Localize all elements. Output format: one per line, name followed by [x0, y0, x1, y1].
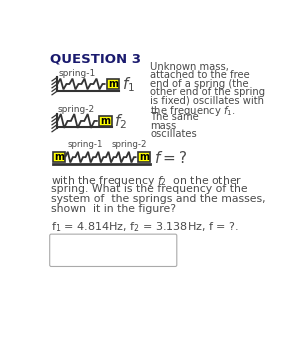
Text: QUESTION 3: QUESTION 3 [50, 52, 141, 66]
Text: is fixed) oscillates with: is fixed) oscillates with [150, 95, 265, 105]
Text: the frequency $f_1$.: the frequency $f_1$. [150, 104, 236, 118]
Text: m: m [139, 152, 149, 162]
Text: $f_1$: $f_1$ [122, 75, 135, 94]
Bar [99, 116, 112, 126]
Text: with the frequency $f_2$  on the other: with the frequency $f_2$ on the other [51, 174, 243, 188]
FancyBboxPatch shape [50, 234, 177, 266]
Text: $f=?$: $f=?$ [154, 150, 186, 166]
Text: m: m [100, 116, 110, 126]
Text: attached to the free: attached to the free [150, 70, 250, 80]
Text: $f_2$: $f_2$ [114, 112, 127, 131]
Text: spring. What is the frequency of the: spring. What is the frequency of the [51, 184, 248, 194]
Text: end of a spring (the: end of a spring (the [150, 79, 249, 88]
Text: f$_1$ = 4.814Hz, f$_2$ = 3.138Hz, f = ?.: f$_1$ = 4.814Hz, f$_2$ = 3.138Hz, f = ?. [51, 220, 239, 234]
Text: spring-1: spring-1 [67, 140, 103, 149]
Text: spring-2: spring-2 [112, 140, 147, 149]
Bar [107, 79, 120, 89]
Text: The same: The same [150, 112, 199, 122]
Text: spring-1: spring-1 [59, 69, 96, 78]
Text: Unknown mass,: Unknown mass, [150, 62, 229, 72]
Text: system of  the springs and the masses,: system of the springs and the masses, [51, 194, 266, 204]
Text: spring-2: spring-2 [57, 105, 95, 114]
Text: m: m [108, 79, 118, 89]
Text: shown  it in the figure?: shown it in the figure? [51, 204, 176, 214]
Bar [53, 152, 65, 162]
Text: oscillates: oscillates [150, 129, 197, 139]
Text: mass: mass [150, 121, 177, 131]
Text: other end of the spring: other end of the spring [150, 87, 266, 97]
Text: m: m [54, 152, 64, 162]
Bar [138, 152, 150, 162]
